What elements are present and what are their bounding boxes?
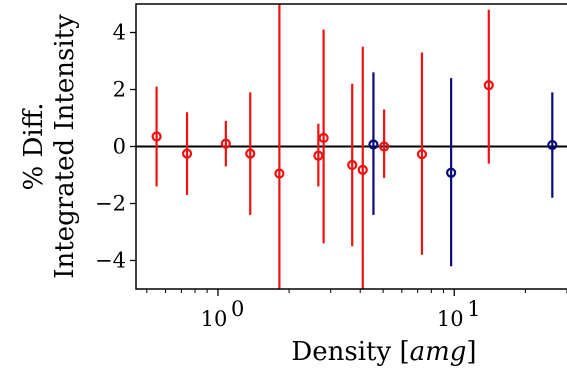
data-point-s1-p1: [446, 167, 457, 178]
data-point-s0-p2: [220, 138, 231, 149]
y-tick-label-0: −4: [95, 249, 126, 273]
markers-group: [151, 80, 558, 179]
data-point-s0-p10: [416, 149, 428, 160]
data-point-s0-p11: [483, 80, 494, 91]
data-point-s0-p7: [347, 159, 358, 171]
data-point-s1-p0: [368, 139, 379, 150]
x-tick-exponent-1: 1: [467, 297, 480, 321]
data-point-s0-p5: [313, 150, 324, 161]
error-bars-group: [155, 4, 554, 289]
data-point-s0-p9: [379, 141, 390, 152]
y-tick-label-3: 2: [113, 78, 126, 102]
y-tick-label-2: 0: [113, 135, 126, 159]
y-axis-title-line1: % Diff.: [19, 103, 49, 191]
y-tick-label-4: 4: [113, 21, 126, 45]
data-point-s0-p4: [274, 168, 285, 179]
x-tick-label-1: 10: [437, 307, 464, 331]
data-point-s0-p6: [318, 132, 329, 144]
x-tick-label-0: 10: [201, 307, 228, 331]
data-point-s0-p0: [151, 131, 162, 142]
data-point-s1-p2: [547, 139, 558, 151]
x-axis-title-text: Density: [291, 337, 391, 367]
data-point-s0-p1: [181, 148, 193, 159]
x-axis-title-unit: amg: [410, 337, 467, 367]
y-tick-label-1: −2: [95, 192, 126, 216]
x-tick-exponent-0: 0: [231, 297, 244, 321]
data-point-s0-p8: [357, 164, 368, 175]
y-axis-title-line2: Integrated Intensity: [50, 14, 80, 279]
data-point-s0-p3: [245, 148, 256, 159]
x-axis-title: Density [amg]: [291, 337, 476, 367]
